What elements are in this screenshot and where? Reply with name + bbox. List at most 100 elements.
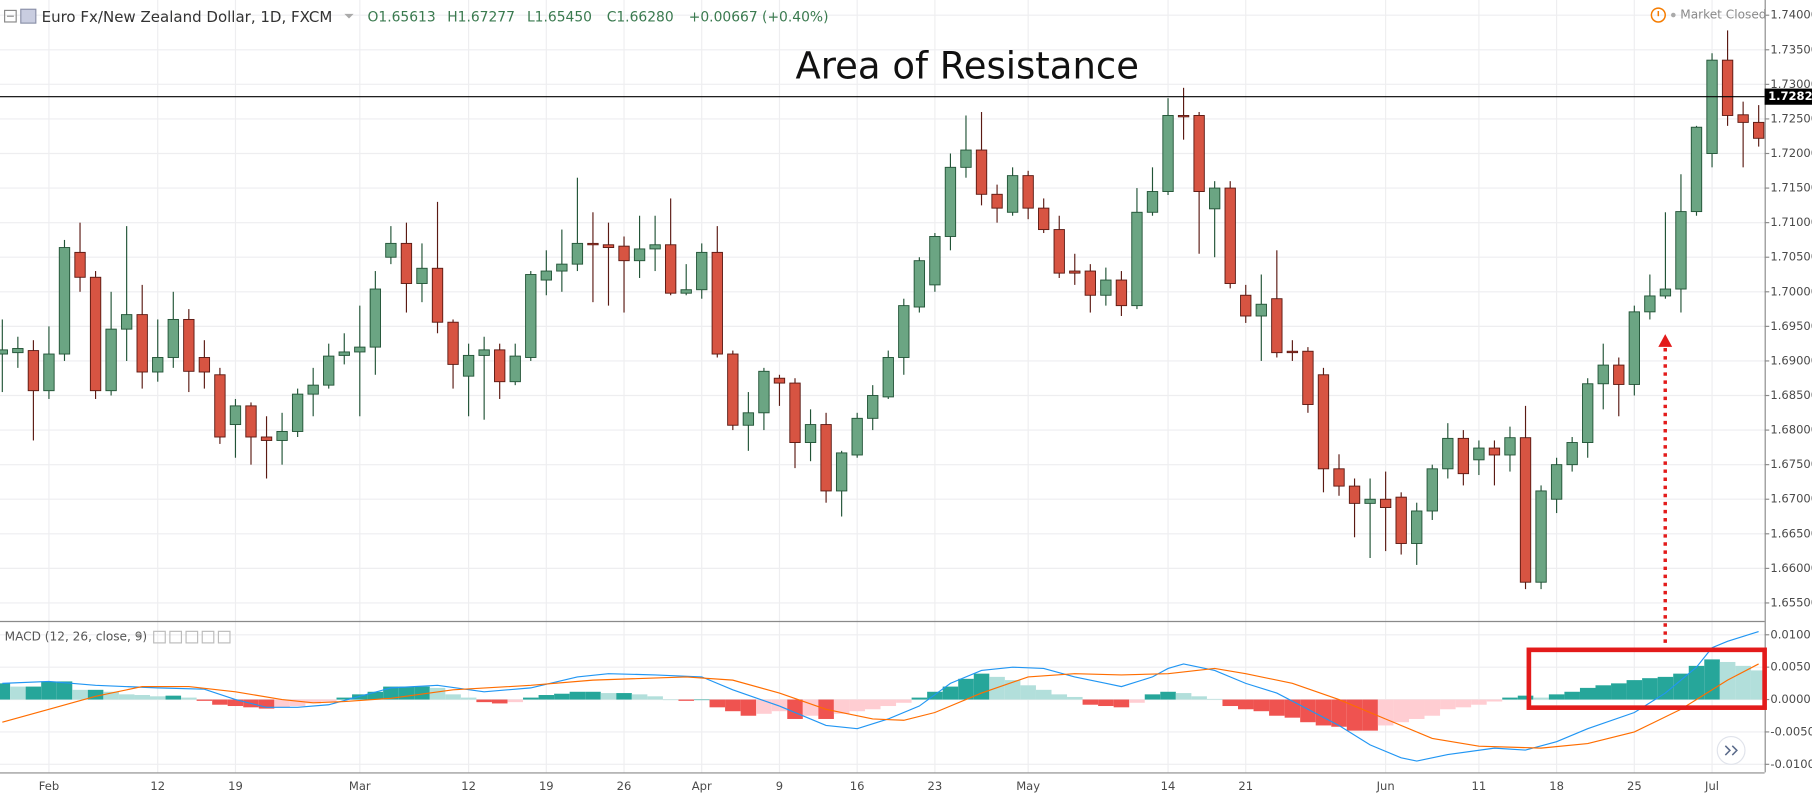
candle-body — [1473, 447, 1485, 461]
candle-body — [835, 452, 848, 492]
histogram-bar — [1471, 699, 1487, 705]
collapse-icon[interactable] — [4, 9, 17, 23]
x-tick-label: 12 — [461, 779, 476, 793]
indicator-menu[interactable] — [135, 633, 143, 638]
histogram-bar — [25, 686, 42, 700]
candle-body — [602, 244, 615, 249]
ohlc-open: O1.65613 — [367, 9, 435, 25]
price-label-box — [1764, 88, 1812, 105]
candle-body — [1659, 288, 1672, 297]
candle-body — [1053, 229, 1065, 274]
histogram-bar — [927, 691, 943, 700]
histogram-bar — [678, 699, 695, 701]
x-tick-label: Jul — [1704, 779, 1719, 793]
candle-body — [1737, 114, 1749, 123]
candle-body — [1255, 303, 1267, 317]
candle-body — [1022, 175, 1034, 209]
histogram-bar — [1160, 691, 1176, 700]
candle-body — [354, 346, 366, 353]
candle-body — [1675, 211, 1687, 290]
candle-body — [74, 251, 86, 278]
histogram-bar — [258, 699, 275, 709]
candle-body — [1162, 115, 1174, 192]
x-tick-label: 19 — [539, 779, 554, 793]
histogram-bar — [849, 699, 865, 712]
candle-body — [494, 349, 506, 383]
candle-body — [742, 412, 755, 426]
histogram-bar — [1098, 699, 1114, 707]
histogram-bar — [305, 699, 321, 704]
candle-body — [400, 242, 413, 284]
histogram-bar — [1455, 699, 1472, 708]
x-tick-label: May — [1016, 779, 1040, 793]
candle-body — [633, 248, 646, 262]
histogram-bar — [72, 689, 88, 700]
y-tick-label: 0.0050 — [1770, 660, 1810, 674]
histogram-bar — [1579, 687, 1596, 700]
scroll-icon — [1724, 745, 1738, 756]
histogram-bar — [787, 699, 803, 719]
histogram-bar — [1051, 694, 1068, 700]
warning-icon[interactable] — [1650, 7, 1666, 23]
candle-body — [1597, 364, 1609, 385]
histogram-bar — [911, 697, 928, 700]
x-tick-label: Feb — [39, 779, 59, 793]
indicator-button[interactable] — [169, 630, 183, 644]
candle-body — [1550, 464, 1563, 500]
candle-body — [1411, 510, 1423, 544]
candle-body — [1535, 490, 1547, 583]
y-tick-label: 0.0100 — [1770, 627, 1810, 641]
candle-body — [587, 242, 599, 246]
candle-body — [727, 353, 739, 426]
histogram-bar — [880, 699, 897, 707]
indicator-button[interactable] — [217, 630, 231, 644]
histogram-bar — [771, 699, 788, 712]
histogram-bar — [1719, 661, 1736, 700]
ohlc-change: +0.00667 (+0.40%) — [689, 9, 829, 25]
ohlc-high: H1.67277 — [447, 9, 515, 25]
histogram-bar — [1704, 659, 1720, 700]
x-tick-label: 11 — [1472, 779, 1487, 793]
histogram-bar — [1222, 699, 1239, 707]
candle-body — [1006, 175, 1019, 213]
histogram-bar — [942, 686, 959, 700]
candle-body — [1348, 485, 1361, 504]
candle-body — [960, 149, 972, 168]
histogram-bar — [1595, 685, 1612, 700]
y-tick-label: 1.74000 — [1770, 8, 1812, 22]
histogram-bar — [414, 686, 430, 700]
y-tick-label: 1.66500 — [1770, 526, 1812, 540]
histogram-bar — [1688, 665, 1705, 700]
macd-line — [2, 663, 1759, 749]
candle-body — [291, 393, 304, 432]
histogram-bar — [554, 693, 570, 700]
candle-body — [1240, 294, 1252, 317]
histogram-bar — [896, 699, 912, 703]
histogram-bar — [1362, 699, 1378, 731]
candle-body — [1628, 311, 1640, 385]
histogram-bar — [1533, 697, 1549, 700]
candle-body — [1193, 115, 1205, 192]
candle-body — [120, 314, 133, 330]
candle-body — [198, 357, 211, 373]
scroll-button[interactable] — [1716, 735, 1746, 765]
histogram-bar — [864, 699, 881, 710]
histogram-bar — [476, 699, 492, 703]
histogram-bar — [491, 699, 508, 704]
candle-body — [929, 236, 941, 286]
indicator-button[interactable] — [201, 630, 215, 644]
histogram-bar — [227, 699, 244, 707]
indicator-button[interactable] — [153, 630, 166, 644]
y-tick-label: 1.70500 — [1770, 250, 1812, 264]
candle-body — [696, 251, 708, 291]
histogram-bar — [1129, 699, 1145, 703]
histogram-bar — [1082, 699, 1099, 705]
x-tick-label: 19 — [228, 779, 243, 793]
indicator-button[interactable] — [185, 630, 199, 644]
histogram-bar — [181, 697, 197, 700]
histogram-bar — [1284, 699, 1301, 718]
candle-body — [1084, 270, 1096, 296]
dropdown-arrow[interactable] — [344, 13, 354, 19]
histogram-bar — [165, 695, 182, 700]
